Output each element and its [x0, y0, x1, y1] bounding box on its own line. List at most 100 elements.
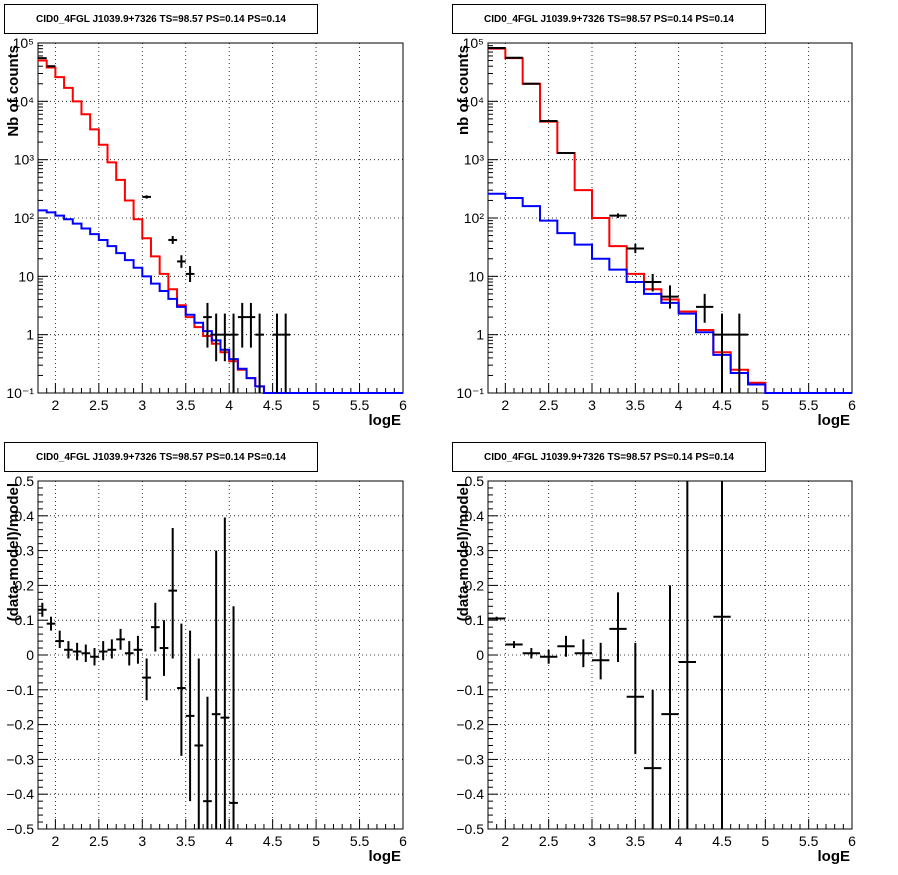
x-tick-label: 5 [761, 397, 769, 413]
x-tick-label: 5 [312, 397, 320, 413]
y-tick-label: 0 [476, 647, 484, 663]
data-point [661, 585, 679, 829]
y-tick-label: −0.5 [6, 821, 34, 837]
x-tick-label: 6 [399, 397, 407, 413]
data-point [237, 302, 247, 348]
y-tick-label: −0.2 [6, 717, 34, 733]
data-point [142, 658, 151, 701]
pad-title-top-right: CID0_4FGL J1039.9+7326 TS=98.57 PS=0.14 … [452, 4, 766, 34]
y-tick-label: 0.4 [15, 508, 35, 524]
x-tick-label: 2 [501, 397, 509, 413]
data-point [90, 648, 99, 666]
y-tick-label: 0.3 [465, 543, 485, 559]
data-point [211, 550, 221, 829]
pad-title-top-left: CID0_4FGL J1039.9+7326 TS=98.57 PS=0.14 … [4, 4, 318, 34]
data-point [194, 658, 204, 829]
x-tick-label: 3.5 [626, 833, 646, 849]
data-point [159, 620, 169, 676]
data-point [133, 635, 143, 664]
y-tick-label: 10⁻¹ [456, 385, 484, 401]
y-axis-label: nb of counts [455, 45, 472, 135]
x-tick-label: 3.5 [176, 833, 196, 849]
data-point [661, 285, 679, 309]
y-tick-label: 0.2 [465, 577, 485, 593]
data-point [522, 82, 540, 85]
data-point [713, 313, 731, 393]
x-tick-label: 4 [225, 397, 233, 413]
data-point [696, 293, 714, 323]
data-point [185, 630, 195, 802]
data-point [46, 616, 56, 631]
x-tick-label: 5 [761, 833, 769, 849]
x-tick-label: 5.5 [799, 397, 819, 413]
y-tick-label: 0.1 [15, 612, 35, 628]
x-axis-label: logE [818, 412, 851, 429]
x-tick-label: 4.5 [712, 397, 732, 413]
data-point [255, 313, 264, 393]
plot-frame [487, 42, 853, 394]
y-tick-label: 1 [476, 327, 484, 343]
data-point [98, 641, 108, 661]
data-point [574, 639, 592, 668]
data-point [713, 481, 731, 829]
data-point [72, 642, 82, 661]
data-point [55, 630, 65, 649]
x-tick-label: 3 [588, 833, 596, 849]
x-tick-label: 5.5 [350, 833, 370, 849]
data-point [81, 644, 91, 662]
plot-pad-0: 2 2.5 3 3.5 4 4.5 5 5.5 6 10⁻¹ 1 10 10² 10³ 10⁴ 10⁵ logE… [5, 35, 407, 429]
data-point [609, 592, 627, 662]
data-point [488, 616, 506, 621]
y-tick-label: 0.1 [465, 612, 485, 628]
data-point [229, 606, 238, 829]
data-point [557, 152, 575, 155]
x-tick-label: 2.5 [89, 397, 109, 413]
x-tick-label: 3 [588, 397, 596, 413]
data-point [203, 696, 212, 829]
y-tick-label: −0.1 [6, 682, 34, 698]
data-point [38, 57, 47, 60]
y-tick-label: 10⁴ [12, 93, 34, 109]
y-tick-label: 10² [14, 210, 35, 226]
data-point [64, 641, 73, 659]
data-point [142, 195, 151, 199]
x-tick-label: 3 [138, 833, 146, 849]
y-tick-label: 10⁴ [462, 93, 484, 109]
data-point [505, 641, 523, 649]
x-tick-label: 2.5 [89, 833, 109, 849]
data-point [150, 602, 160, 652]
y-tick-label: 10² [464, 210, 485, 226]
data-point [246, 302, 256, 348]
data-point [272, 313, 282, 393]
x-tick-label: 4 [225, 833, 233, 849]
data-point [557, 635, 575, 657]
data-point [185, 266, 195, 282]
data-point [116, 628, 125, 650]
data-point [592, 642, 610, 680]
data-point [644, 689, 662, 829]
y-axis-label: (data-model)/model [5, 483, 22, 621]
y-tick-label: 0.3 [15, 543, 35, 559]
x-axis-label: logE [369, 412, 402, 429]
data-point [177, 255, 186, 268]
data-point [626, 642, 644, 755]
y-axis-label: Nb of counts [5, 45, 22, 137]
x-tick-label: 6 [399, 833, 407, 849]
data-point [281, 313, 291, 393]
data-point [626, 243, 644, 254]
x-tick-label: 4 [675, 397, 683, 413]
x-tick-label: 4.5 [263, 833, 283, 849]
y-tick-label: 0.2 [15, 577, 35, 593]
x-tick-label: 2 [51, 397, 59, 413]
x-tick-label: 5 [312, 833, 320, 849]
data-point [46, 65, 56, 68]
x-tick-label: 3.5 [176, 397, 196, 413]
data-point [220, 313, 230, 362]
x-tick-label: 6 [848, 833, 856, 849]
pad-title-bottom-right: CID0_4FGL J1039.9+7326 TS=98.57 PS=0.14 … [452, 442, 766, 472]
plot-pad-1: 2 2.5 3 3.5 4 4.5 5 5.5 6 10⁻¹ 1 10 10² 10³ 10⁴ 10⁵ logE… [455, 35, 856, 429]
data-point [177, 623, 186, 756]
data-point [168, 236, 178, 244]
data-point [522, 648, 540, 659]
